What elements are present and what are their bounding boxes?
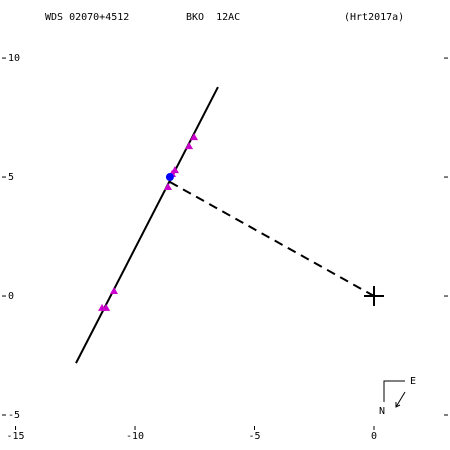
- x-tick-label: -5: [248, 431, 260, 442]
- observation: [98, 303, 107, 311]
- x-tick-label: -10: [126, 431, 144, 442]
- predicted-position: [165, 173, 174, 182]
- x-tick-label: -15: [7, 431, 25, 442]
- observation: [109, 287, 118, 295]
- compass-north: N: [379, 406, 385, 417]
- observation: [164, 183, 173, 191]
- y-tick-label: 10: [8, 53, 20, 64]
- compass-east: E: [410, 376, 416, 387]
- compass-arms: [383, 380, 405, 402]
- x-tick-label: 0: [371, 431, 377, 442]
- header-observer: BKO 12AC: [186, 12, 240, 23]
- compass-arrowhead: [395, 402, 401, 408]
- observation: [185, 142, 194, 150]
- compass-arrow: [395, 391, 406, 408]
- separation-line: [169, 181, 375, 297]
- y-tick-label: -5: [8, 410, 20, 421]
- compass: E N: [379, 376, 416, 417]
- header-id: WDS 02070+4512: [45, 12, 129, 23]
- y-tick-label: 5: [8, 172, 14, 183]
- observation: [190, 133, 199, 141]
- orbit-line: [75, 86, 219, 364]
- header-reference: (Hrt2017a): [344, 12, 404, 23]
- observation: [170, 166, 179, 174]
- y-tick-label: 0: [8, 291, 14, 302]
- primary-star: [364, 286, 385, 307]
